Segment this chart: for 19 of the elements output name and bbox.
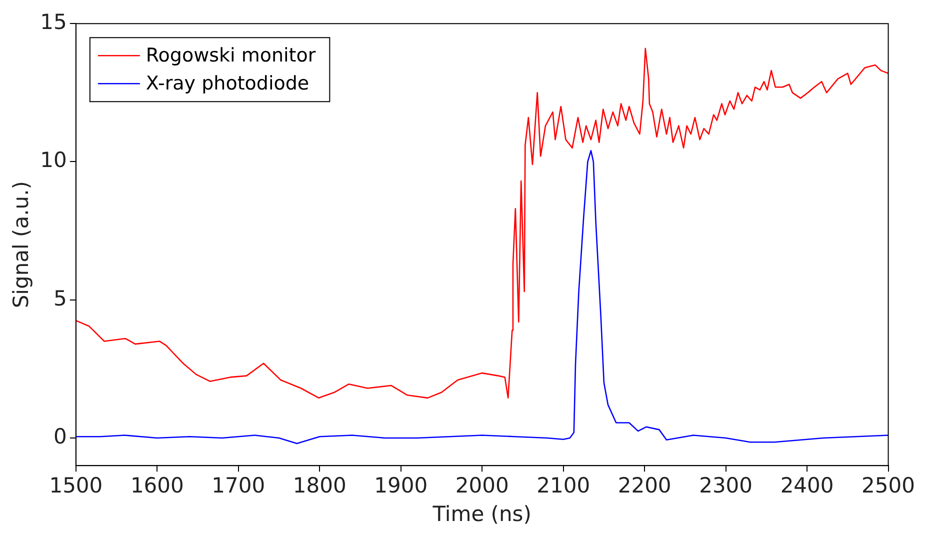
x-tick-label: 1800	[292, 474, 346, 498]
x-tick-label: 2400	[780, 474, 834, 498]
y-tick-label: 0	[54, 424, 67, 448]
x-tick-label: 2200	[618, 474, 672, 498]
x-tick-label: 2300	[699, 474, 753, 498]
x-tick-label: 1600	[130, 474, 184, 498]
legend-label: X-ray photodiode	[146, 72, 310, 95]
x-tick-label: 1900	[374, 474, 428, 498]
x-tick-label: 2500	[862, 474, 916, 498]
y-tick-label: 10	[40, 148, 67, 172]
y-tick-label: 5	[54, 286, 67, 310]
x-tick-label: 2000	[455, 474, 509, 498]
y-tick-label: 15	[40, 10, 67, 34]
x-tick-label: 1700	[212, 474, 266, 498]
x-tick-label: 1500	[49, 474, 103, 498]
x-axis-title: Time (ns)	[432, 502, 532, 526]
legend-label: Rogowski monitor	[146, 44, 316, 67]
x-tick-label: 2100	[536, 474, 590, 498]
y-axis-title: Signal (a.u.)	[9, 181, 34, 308]
